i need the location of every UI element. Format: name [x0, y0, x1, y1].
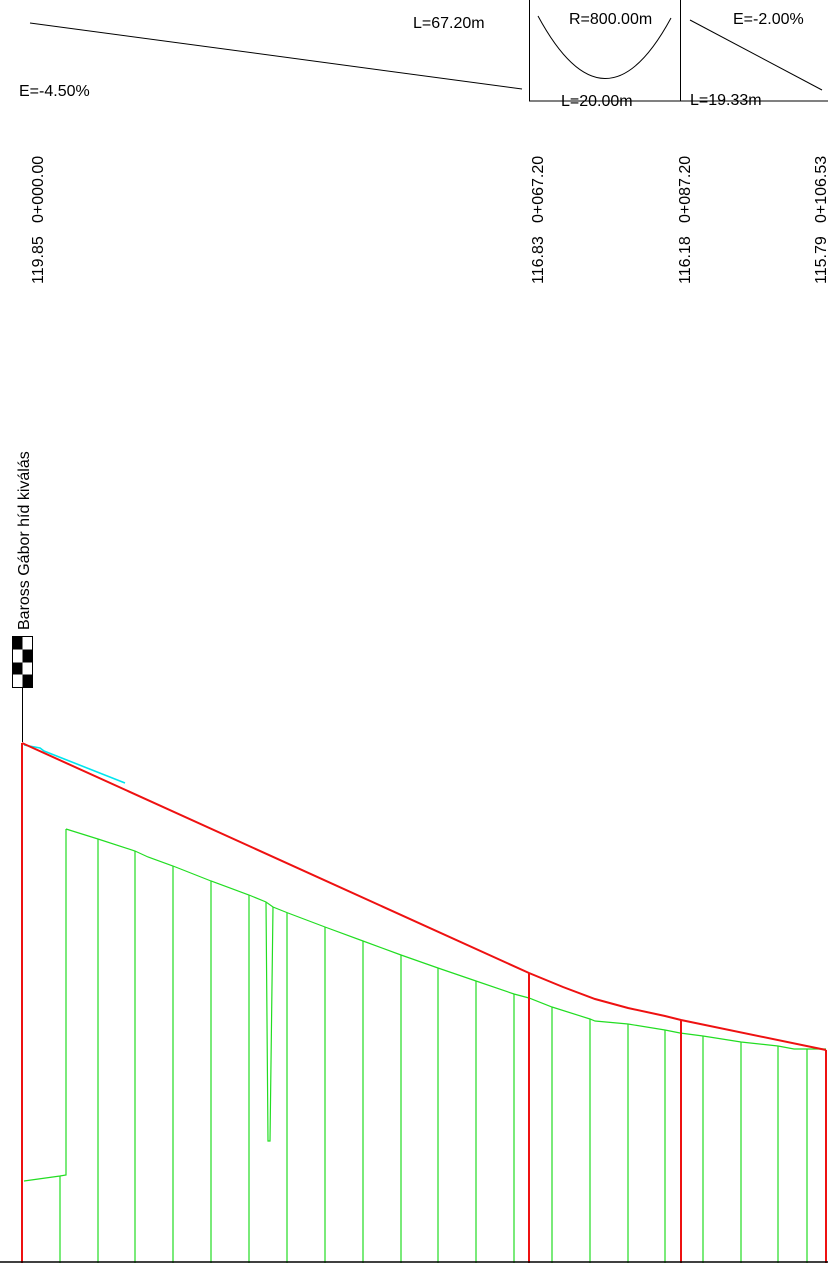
station-label-group: 115.79 0+106.53	[813, 156, 828, 284]
grade-slope-line	[689, 19, 823, 91]
marker-label: Baross Gábor híd kiválás	[16, 451, 33, 630]
length-label: L=67.20m	[413, 15, 485, 32]
length-label: L=20.00m	[561, 93, 633, 110]
design-profile	[21, 742, 827, 1263]
terrain-spike	[265, 901, 274, 1142]
station-label-group: 116.18 0+087.20	[677, 156, 694, 284]
vertical-curve-arc	[537, 15, 672, 79]
design-grade-line	[21, 742, 827, 1051]
grade-band-labels: E=-4.50% L=67.20m R=800.00m L=20.00m E=-…	[19, 11, 804, 110]
grade-slope-line	[29, 22, 523, 90]
station-labels: 119.85 0+000.00 116.83 0+067.20 116.18 0…	[30, 156, 828, 284]
station-elevation: 115.79	[813, 236, 828, 284]
terrain-ground-line	[65, 828, 826, 1050]
station-elevation: 116.18	[677, 236, 694, 284]
station-elevation: 119.85	[30, 236, 47, 284]
checkered-survey-marker-icon	[12, 636, 33, 688]
terrain-section-lines	[59, 839, 808, 1263]
station-label-group: 119.85 0+000.00	[30, 156, 47, 284]
station-chainage: 0+087.20	[677, 156, 694, 223]
radius-label: R=800.00m	[569, 11, 652, 28]
station-chainage: 0+067.20	[530, 156, 547, 223]
station-chainage: 0+000.00	[30, 156, 47, 223]
grade-label: E=-2.00%	[733, 11, 804, 28]
station-label-group: 116.83 0+067.20	[530, 156, 547, 284]
station-chainage: 0+106.53	[813, 156, 828, 223]
grade-band	[29, 0, 828, 102]
station-elevation: 116.83	[530, 236, 547, 284]
terrain-profile	[23, 828, 826, 1263]
length-label: L=19.33m	[690, 92, 762, 109]
terrain-ground-line	[23, 829, 67, 1182]
grade-label: E=-4.50%	[19, 83, 90, 100]
survey-marker: Baross Gábor híd kiválás	[12, 451, 33, 742]
